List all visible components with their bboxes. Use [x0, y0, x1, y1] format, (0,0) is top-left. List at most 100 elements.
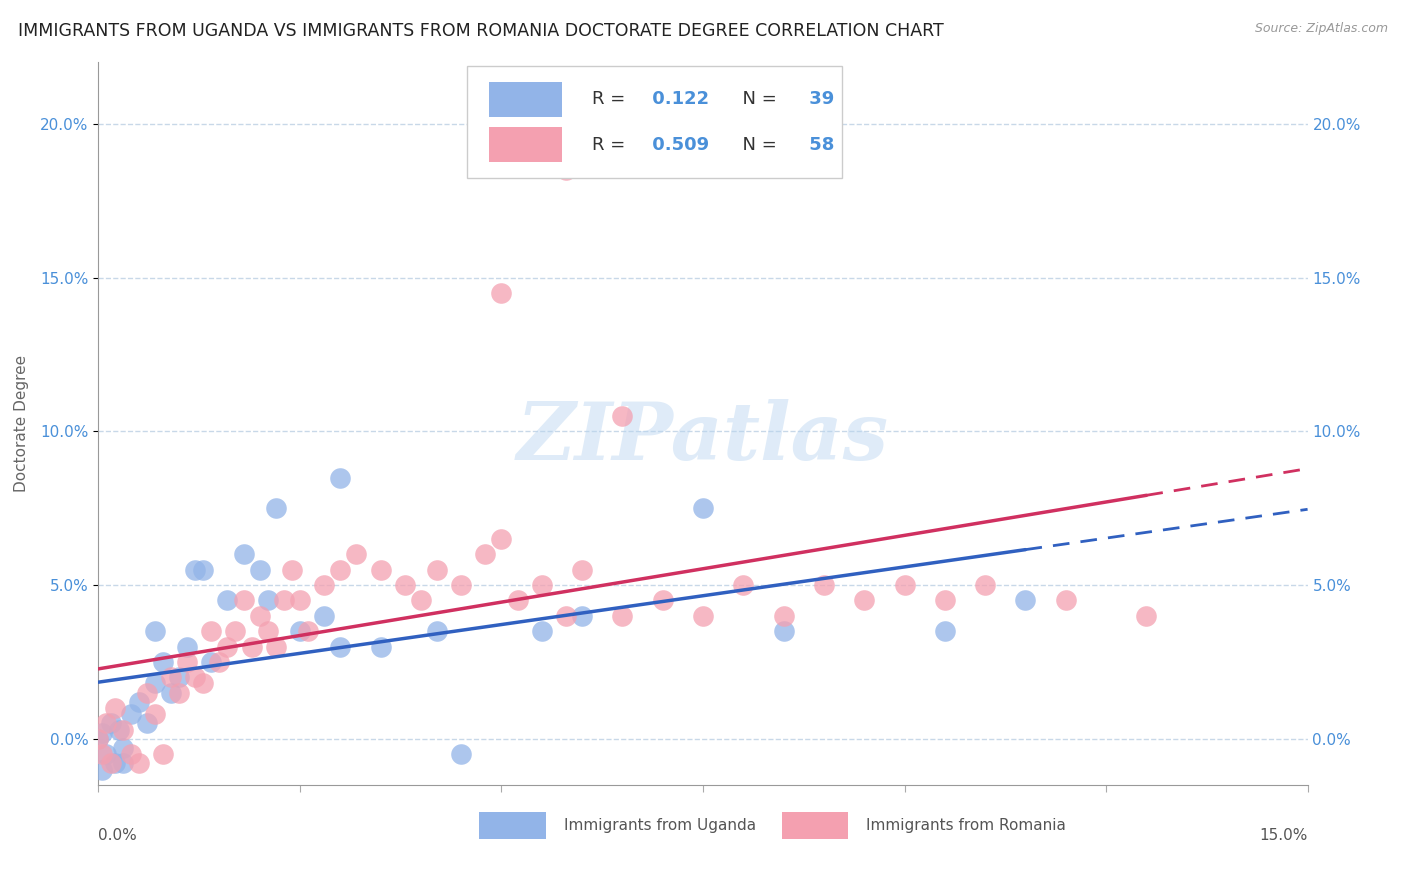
Point [128, 756, 150, 771]
Point [256, 624, 278, 639]
Point [111, 741, 134, 756]
Text: 0.122: 0.122 [647, 90, 709, 108]
Point [264, 501, 287, 516]
Point [160, 686, 183, 700]
Point [853, 593, 876, 607]
Point [232, 593, 254, 607]
Point [409, 593, 432, 607]
Text: ZIPatlas: ZIPatlas [517, 400, 889, 477]
Point [103, 756, 125, 771]
Point [128, 695, 150, 709]
Point [1135, 608, 1157, 623]
Point [571, 563, 593, 577]
Point [426, 624, 449, 639]
Point [91, 747, 114, 762]
Point [612, 409, 634, 423]
Text: R =: R = [592, 90, 631, 108]
Point [329, 563, 352, 577]
Point [100, 756, 122, 771]
Text: 0.0%: 0.0% [98, 829, 138, 843]
Point [530, 578, 553, 592]
Point [426, 563, 449, 577]
Point [249, 563, 271, 577]
Point [224, 624, 246, 639]
Point [555, 163, 578, 178]
Point [370, 563, 392, 577]
Point [184, 670, 207, 684]
Point [240, 640, 263, 654]
Point [264, 640, 287, 654]
Point [934, 593, 956, 607]
Bar [489, 128, 561, 162]
Point [1054, 593, 1077, 607]
Point [120, 707, 142, 722]
Point [394, 578, 416, 592]
Point [530, 624, 553, 639]
Text: 39: 39 [803, 90, 835, 108]
Bar [782, 812, 848, 839]
Point [120, 747, 142, 762]
Point [314, 608, 336, 623]
Point [135, 686, 157, 700]
Point [344, 547, 367, 561]
Point [934, 624, 956, 639]
Point [772, 608, 794, 623]
Bar [489, 82, 561, 117]
Y-axis label: Doctorate Degree: Doctorate Degree [14, 355, 30, 492]
Point [314, 578, 336, 592]
Point [1014, 593, 1036, 607]
Point [87, 731, 110, 746]
Point [91, 725, 114, 739]
Text: 15.0%: 15.0% [1260, 829, 1308, 843]
Point [273, 593, 295, 607]
Point [200, 624, 222, 639]
Text: Immigrants from Romania: Immigrants from Romania [866, 818, 1066, 833]
Point [474, 547, 496, 561]
Point [491, 532, 513, 546]
Point [176, 655, 198, 669]
Point [491, 286, 513, 301]
Point [571, 608, 593, 623]
Point [450, 747, 472, 762]
Point [91, 763, 114, 777]
Point [217, 593, 239, 607]
Point [974, 578, 997, 592]
Point [232, 547, 254, 561]
Point [96, 716, 118, 731]
Point [96, 747, 118, 762]
Point [506, 593, 529, 607]
Point [612, 608, 634, 623]
Text: Source: ZipAtlas.com: Source: ZipAtlas.com [1254, 22, 1388, 36]
Point [692, 501, 714, 516]
Bar [479, 812, 546, 839]
Point [249, 608, 271, 623]
Point [152, 747, 174, 762]
Point [370, 640, 392, 654]
Text: R =: R = [592, 136, 631, 153]
Point [193, 676, 215, 690]
Point [111, 723, 134, 737]
Point [651, 593, 673, 607]
Point [200, 655, 222, 669]
Point [208, 655, 231, 669]
Text: IMMIGRANTS FROM UGANDA VS IMMIGRANTS FROM ROMANIA DOCTORATE DEGREE CORRELATION C: IMMIGRANTS FROM UGANDA VS IMMIGRANTS FRO… [18, 22, 943, 40]
FancyBboxPatch shape [467, 66, 842, 178]
Point [143, 707, 166, 722]
Text: N =: N = [731, 136, 782, 153]
Point [288, 624, 311, 639]
Text: Immigrants from Uganda: Immigrants from Uganda [564, 818, 756, 833]
Point [329, 640, 352, 654]
Point [281, 563, 304, 577]
Point [772, 624, 794, 639]
Point [813, 578, 835, 592]
Point [160, 670, 183, 684]
Point [217, 640, 239, 654]
Point [143, 624, 166, 639]
Point [450, 578, 472, 592]
Point [167, 686, 190, 700]
Text: 0.509: 0.509 [647, 136, 709, 153]
Point [893, 578, 915, 592]
Point [152, 655, 174, 669]
Point [100, 716, 122, 731]
Point [193, 563, 215, 577]
